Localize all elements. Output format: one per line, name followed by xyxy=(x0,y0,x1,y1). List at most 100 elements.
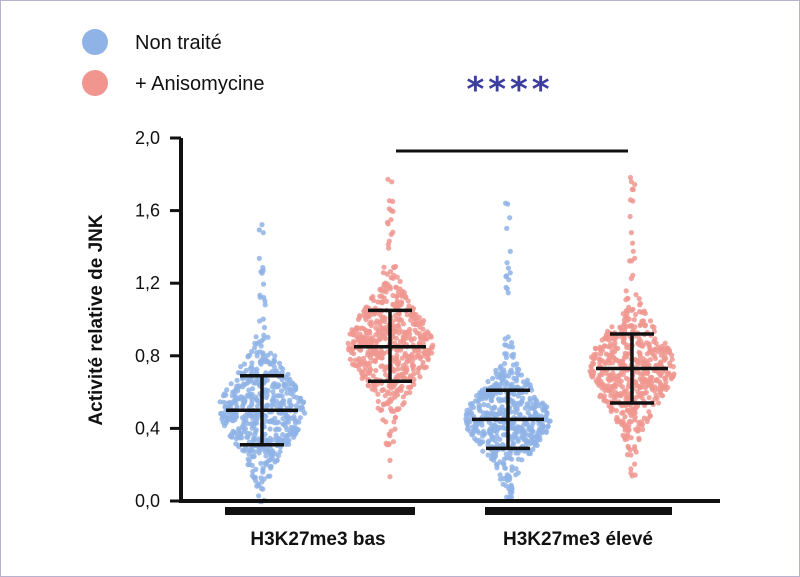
data-point xyxy=(245,456,251,462)
data-point xyxy=(251,437,257,443)
data-point xyxy=(392,426,398,432)
data-point xyxy=(415,366,422,372)
data-point xyxy=(501,456,507,462)
data-point xyxy=(509,340,515,346)
data-point xyxy=(385,176,391,182)
data-point xyxy=(285,419,291,425)
data-point xyxy=(407,335,413,341)
data-point xyxy=(250,468,256,475)
data-point xyxy=(485,378,491,385)
data-point xyxy=(625,384,632,390)
data-point xyxy=(587,368,593,374)
data-point xyxy=(290,380,296,386)
data-point xyxy=(271,393,277,399)
data-point xyxy=(280,366,286,372)
data-point xyxy=(259,222,265,228)
data-point xyxy=(406,303,412,309)
data-point xyxy=(652,355,659,361)
data-point xyxy=(495,425,501,431)
data-point xyxy=(497,436,503,442)
data-point xyxy=(640,375,646,381)
legend-label-anisomycine: + Anisomycine xyxy=(135,73,265,95)
data-point xyxy=(613,357,619,363)
data-point xyxy=(623,297,629,303)
data-point xyxy=(275,419,281,425)
data-point xyxy=(262,449,268,455)
data-point xyxy=(628,230,635,236)
y-tick-label: 0,4 xyxy=(135,418,160,438)
data-point xyxy=(623,353,629,359)
data-point xyxy=(623,388,629,394)
data-point xyxy=(651,324,657,330)
data-point xyxy=(614,414,620,420)
data-point xyxy=(261,476,267,482)
data-point xyxy=(517,425,523,431)
data-point xyxy=(368,323,374,329)
data-point xyxy=(391,358,397,364)
data-point xyxy=(622,436,628,442)
data-point xyxy=(633,292,639,298)
data-point xyxy=(394,347,401,353)
data-point xyxy=(260,230,266,236)
data-point xyxy=(424,336,430,342)
data-point xyxy=(476,406,482,412)
data-point xyxy=(617,324,623,330)
data-point xyxy=(411,347,417,353)
data-point xyxy=(217,399,223,405)
data-point xyxy=(396,386,402,392)
data-point xyxy=(545,424,551,430)
data-point xyxy=(232,391,238,397)
data-point xyxy=(297,415,303,421)
data-point xyxy=(601,396,607,402)
data-point xyxy=(589,374,595,380)
data-point xyxy=(632,461,638,467)
data-point xyxy=(637,302,643,308)
data-point xyxy=(640,356,646,362)
data-point xyxy=(384,219,391,225)
data-point xyxy=(636,419,642,425)
data-point xyxy=(241,448,248,454)
data-point xyxy=(262,298,268,304)
data-point xyxy=(251,380,257,386)
data-point xyxy=(505,265,511,271)
data-point xyxy=(241,361,248,367)
data-point xyxy=(513,466,519,472)
data-point xyxy=(622,421,628,427)
data-point xyxy=(524,438,530,444)
data-point xyxy=(428,333,434,339)
group-label-eleve: H3K27me3 élevé xyxy=(503,529,653,550)
data-point xyxy=(267,464,273,470)
data-point xyxy=(268,453,274,460)
data-point xyxy=(390,302,396,308)
data-point xyxy=(238,364,244,370)
data-point xyxy=(399,329,405,335)
data-point xyxy=(626,427,632,433)
data-point xyxy=(400,321,406,327)
data-point xyxy=(593,351,599,357)
data-point xyxy=(510,441,517,447)
data-point xyxy=(223,420,229,426)
data-point xyxy=(263,357,269,363)
data-point xyxy=(234,404,240,410)
data-point xyxy=(601,359,608,365)
data-point xyxy=(500,460,507,466)
data-point xyxy=(494,374,501,380)
data-point xyxy=(522,432,528,438)
legend-swatch-non-traite xyxy=(82,29,108,55)
data-point xyxy=(365,383,371,389)
data-point xyxy=(252,413,258,419)
data-point xyxy=(598,351,604,357)
data-point xyxy=(630,186,636,193)
data-point xyxy=(246,393,252,399)
data-point xyxy=(666,349,673,356)
data-point xyxy=(375,398,381,404)
data-point xyxy=(514,361,520,367)
data-point xyxy=(378,299,384,305)
data-point xyxy=(514,370,520,376)
data-point xyxy=(636,335,642,341)
data-point xyxy=(269,403,275,409)
data-point xyxy=(274,457,280,463)
data-point xyxy=(254,370,260,376)
data-point xyxy=(507,490,513,496)
data-point xyxy=(381,281,387,287)
